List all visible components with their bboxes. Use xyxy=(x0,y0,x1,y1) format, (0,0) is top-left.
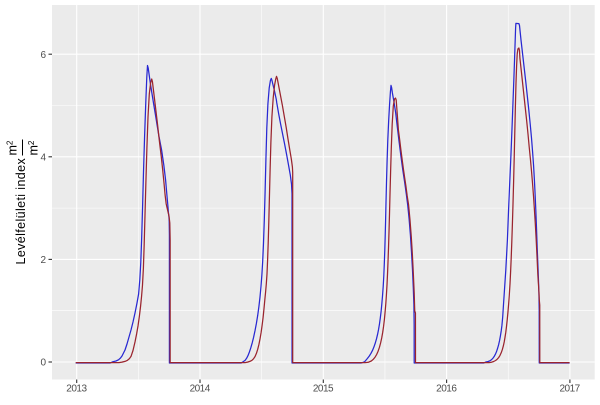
svg-text:Levélfelületi index: Levélfelületi index xyxy=(14,158,28,265)
svg-text:2014: 2014 xyxy=(190,384,211,395)
svg-text:2013: 2013 xyxy=(66,384,87,395)
svg-text:2016: 2016 xyxy=(436,384,457,395)
svg-text:4: 4 xyxy=(40,152,46,163)
svg-text:2: 2 xyxy=(40,255,46,266)
svg-text:m2: m2 xyxy=(27,140,41,155)
svg-text:6: 6 xyxy=(40,50,46,61)
svg-text:2015: 2015 xyxy=(313,384,334,395)
svg-text:m2: m2 xyxy=(6,140,20,155)
svg-text:0: 0 xyxy=(40,358,46,369)
svg-text:2017: 2017 xyxy=(559,384,580,395)
